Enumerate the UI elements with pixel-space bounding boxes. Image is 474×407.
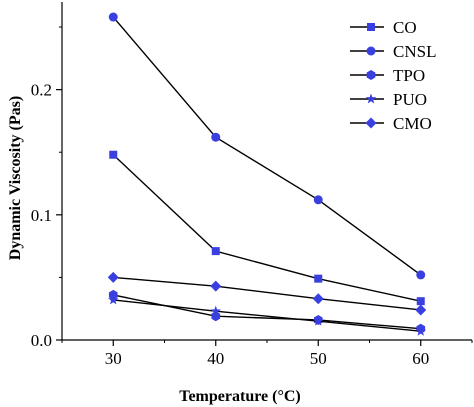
data-point-cmo-40 [210, 280, 222, 292]
x-tick-label-30: 30 [105, 349, 122, 368]
legend-marker-cmo [365, 117, 377, 129]
data-point-co-30 [109, 150, 118, 159]
legend-marker-cnsl [366, 46, 376, 56]
y-tick-label-0.2: 0.2 [31, 81, 52, 100]
y-tick-label-0.1: 0.1 [31, 206, 52, 225]
series-line-tpo [113, 294, 421, 330]
x-axis-title: Temperature (°C) [179, 388, 300, 405]
data-point-cmo-60 [415, 304, 427, 316]
legend-label-cmo: CMO [393, 114, 432, 133]
legend-label-cnsl: CNSL [393, 42, 436, 61]
legend-label-puo: PUO [393, 90, 427, 109]
data-point-cnsl-50 [313, 195, 323, 205]
data-point-puo-60 [415, 325, 426, 336]
legend-label-tpo: TPO [393, 66, 425, 85]
data-point-co-40 [211, 247, 220, 256]
data-point-cnsl-40 [211, 132, 221, 142]
data-point-co-60 [416, 297, 425, 306]
data-point-puo-40 [210, 305, 221, 316]
data-point-cmo-50 [312, 293, 324, 305]
data-point-cmo-30 [107, 271, 119, 283]
y-axis-title: Dynamic Viscosity (Pas) [7, 96, 24, 260]
series-line-cnsl [112, 16, 422, 276]
data-point-cnsl-30 [108, 12, 118, 22]
x-tick-label-50: 50 [310, 349, 327, 368]
x-tick-label-60: 60 [412, 349, 429, 368]
legend-marker-puo [365, 93, 377, 104]
x-tick-label-40: 40 [207, 349, 224, 368]
plot-area: 30 40 50 60 0.0 0.1 0.2 CO CNSL TPO PUO CMO [31, 2, 473, 368]
series-line-puo [113, 299, 421, 332]
data-point-puo-50 [313, 315, 324, 326]
data-point-co-50 [314, 274, 323, 283]
series-line-co [112, 154, 421, 302]
data-point-cnsl-60 [416, 270, 426, 280]
legend-label-co: CO [393, 18, 417, 37]
legend-marker-co [367, 23, 375, 31]
y-tick-label-0.0: 0.0 [31, 331, 52, 350]
data-point-puo-30 [108, 294, 119, 305]
series-line-cmo [113, 276, 421, 311]
legend-marker-tpo [366, 70, 376, 80]
